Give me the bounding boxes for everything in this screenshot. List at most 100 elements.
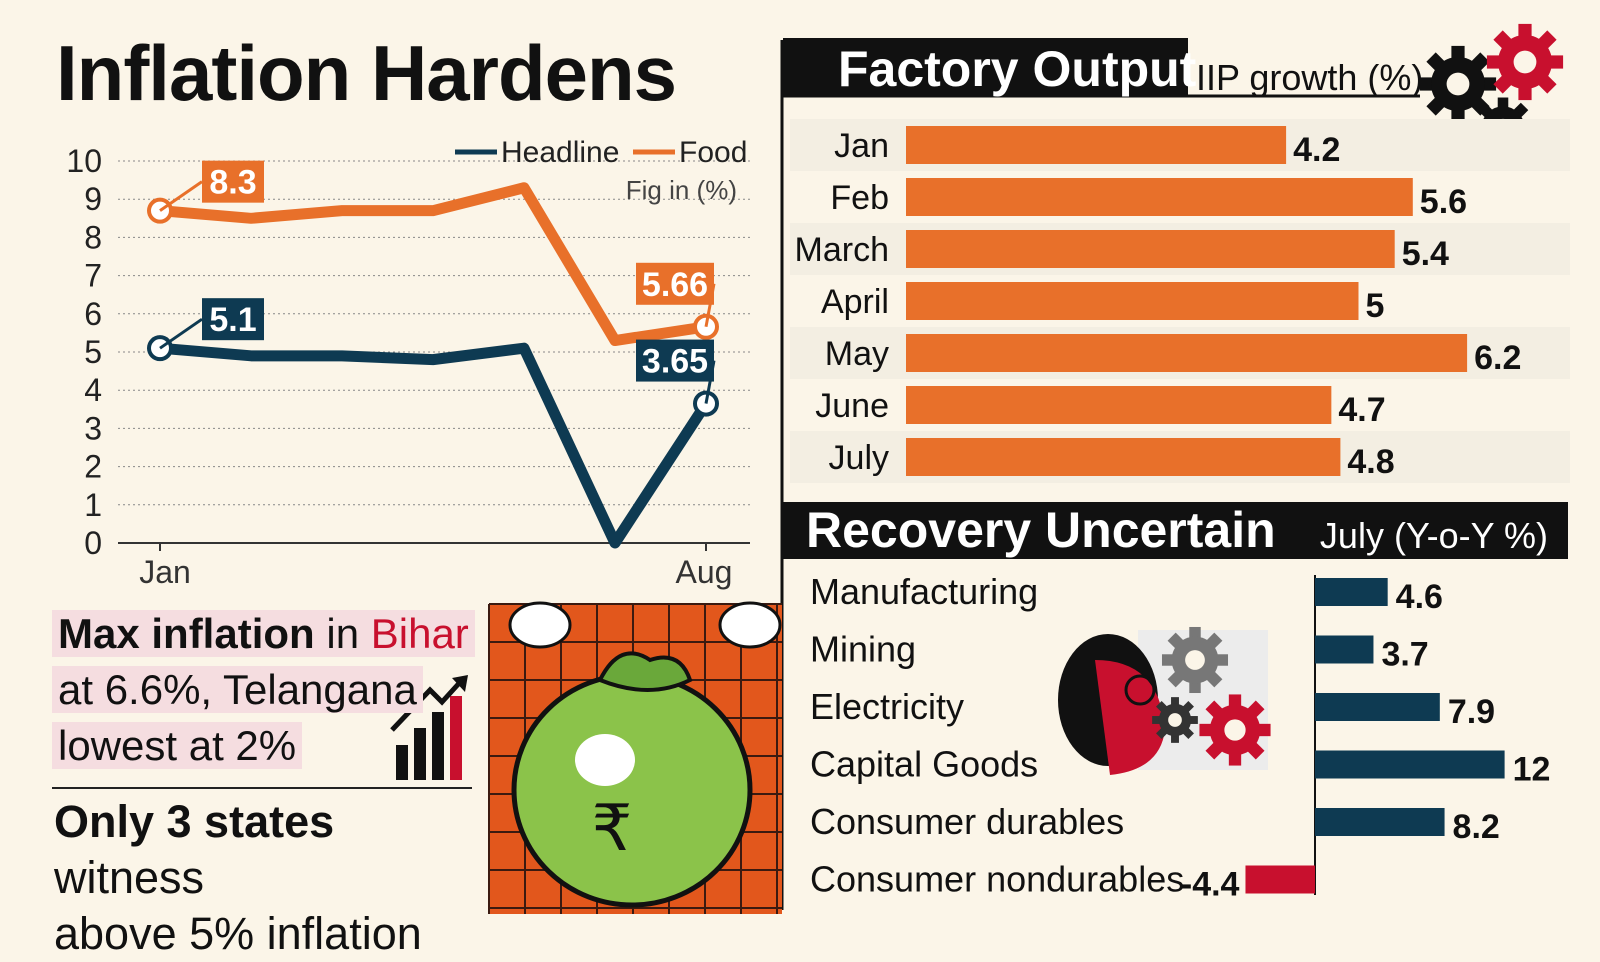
recovery-bar	[1315, 635, 1374, 664]
recovery-data-label: 7.9	[1448, 693, 1495, 731]
food-line	[154, 182, 712, 347]
icon-bar	[432, 712, 444, 780]
factory-bar	[906, 178, 1413, 216]
bihar-note-line2: at 6.6%, Telangana	[52, 666, 423, 713]
y-tick-label: 0	[84, 525, 102, 561]
gear-tooth	[1171, 697, 1179, 706]
gear-hole	[1224, 719, 1246, 741]
gear-tooth	[1549, 55, 1564, 69]
factory-subtitle: IIP growth (%)	[1196, 57, 1423, 98]
food-data-label: 5.66	[642, 266, 708, 304]
gear-icon	[1161, 626, 1229, 694]
factory-title-bar	[783, 38, 1188, 96]
factory-bar	[906, 282, 1359, 320]
gear-tooth	[1216, 654, 1229, 666]
recovery-data-label: 8.2	[1453, 808, 1500, 846]
factory-title: Factory Output	[838, 41, 1197, 97]
recovery-bar	[1315, 693, 1440, 721]
factory-bar	[906, 230, 1395, 268]
bihar-note-line3: lowest at 2%	[52, 722, 303, 769]
pouch-eye	[718, 601, 782, 649]
gear-icon	[1199, 694, 1271, 766]
recovery-category-label: Manufacturing	[810, 571, 1038, 612]
y-tick-label: 1	[84, 487, 102, 523]
recovery-category-label: Consumer nondurables	[810, 859, 1184, 900]
page-title: Inflation Hardens	[56, 29, 677, 117]
gear-hole	[1185, 650, 1205, 670]
rising-bar-chart-icon	[390, 675, 468, 780]
factory-data-label: 5.6	[1420, 183, 1467, 221]
x-tick-label: Aug	[676, 554, 733, 590]
y-tick-label: 2	[84, 449, 102, 485]
factory-bar	[906, 126, 1287, 164]
factory-data-label: 6.2	[1474, 339, 1521, 377]
food-data-label: 8.3	[209, 164, 256, 202]
pouch-body	[511, 672, 753, 908]
headline-callout-box	[202, 298, 264, 341]
factory-category-label: Jan	[834, 127, 889, 165]
gear-tooth	[1228, 753, 1242, 766]
icon-arrowhead	[452, 675, 468, 692]
gear-hole	[1446, 72, 1470, 96]
pouch-highlight	[575, 734, 635, 786]
pouch-eye	[508, 601, 572, 649]
states-note: Only 3 states witness above 5% inflation	[54, 794, 494, 962]
y-tick-label: 10	[66, 143, 102, 179]
recovery-data-label: 4.6	[1396, 578, 1443, 616]
recovery-subtitle: July (Y-o-Y %)	[1320, 515, 1548, 556]
factory-category-label: May	[825, 335, 889, 373]
y-tick-label: 7	[84, 258, 102, 294]
food-callout-box	[202, 160, 264, 203]
gear-tooth	[1451, 45, 1465, 60]
bihar-note: Max inflation in Bihar at 6.6%, Telangan…	[52, 606, 482, 774]
recovery-bar	[1245, 865, 1315, 894]
icon-bar	[450, 696, 462, 780]
gear-tooth	[1518, 23, 1532, 38]
bihar-note-strong: Max inflation	[58, 610, 315, 657]
gear-tooth	[1152, 716, 1161, 724]
recovery-data-label: 12	[1513, 751, 1551, 789]
factory-bar	[906, 438, 1341, 476]
bihar-note-mid: in	[326, 610, 360, 657]
bihar-state: Bihar	[370, 610, 469, 657]
man-glasses	[1124, 674, 1156, 706]
recovery-data-label: 3.7	[1381, 636, 1428, 674]
food-callout-box	[636, 262, 714, 305]
man-face	[1095, 660, 1165, 775]
gear-hole	[1513, 50, 1537, 74]
headline-callout-box	[636, 339, 714, 382]
gear-icon	[1152, 697, 1198, 743]
headline-line	[154, 342, 712, 549]
gear-hole	[1168, 713, 1182, 727]
factory-bar	[906, 386, 1332, 424]
blurb-divider	[52, 787, 472, 789]
gear-tooth	[1497, 97, 1509, 109]
factory-data-label: 4.8	[1347, 443, 1394, 481]
gear-tooth	[1486, 55, 1501, 69]
recovery-bar	[1315, 750, 1505, 779]
gear-icon	[1486, 23, 1564, 101]
icon-bar	[414, 728, 426, 780]
gear-tooth	[1189, 681, 1201, 694]
recovery-category-label: Capital Goods	[810, 744, 1038, 785]
gear-tooth	[1171, 734, 1179, 743]
factory-data-label: 4.7	[1338, 391, 1385, 429]
rupee-symbol: ₹	[592, 792, 633, 866]
recovery-title: Recovery Uncertain	[806, 502, 1276, 558]
factory-category-label: Feb	[830, 179, 889, 217]
states-note-line2: above 5% inflation	[54, 908, 422, 959]
rupee-pouch-illustration	[488, 601, 782, 914]
gear-tooth	[1482, 77, 1497, 91]
y-tick-label: 3	[84, 410, 102, 446]
gear-tooth	[1419, 77, 1434, 91]
recovery-bar	[1315, 808, 1445, 836]
factory-category-label: June	[815, 387, 889, 425]
recovery-title-bar	[783, 502, 1568, 559]
gear-tooth	[1258, 723, 1271, 737]
gear-tooth	[1189, 716, 1198, 724]
headline-callout-leader	[159, 317, 203, 350]
factory-data-label: 5	[1366, 287, 1385, 325]
gear-tooth	[1199, 723, 1212, 737]
y-tick-label: 6	[84, 296, 102, 332]
